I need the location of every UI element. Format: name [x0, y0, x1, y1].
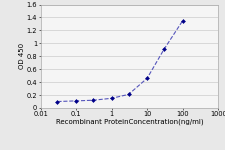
X-axis label: Recombinant ProteinConcentration(ng/ml): Recombinant ProteinConcentration(ng/ml): [56, 119, 203, 125]
Y-axis label: OD 450: OD 450: [19, 43, 25, 69]
